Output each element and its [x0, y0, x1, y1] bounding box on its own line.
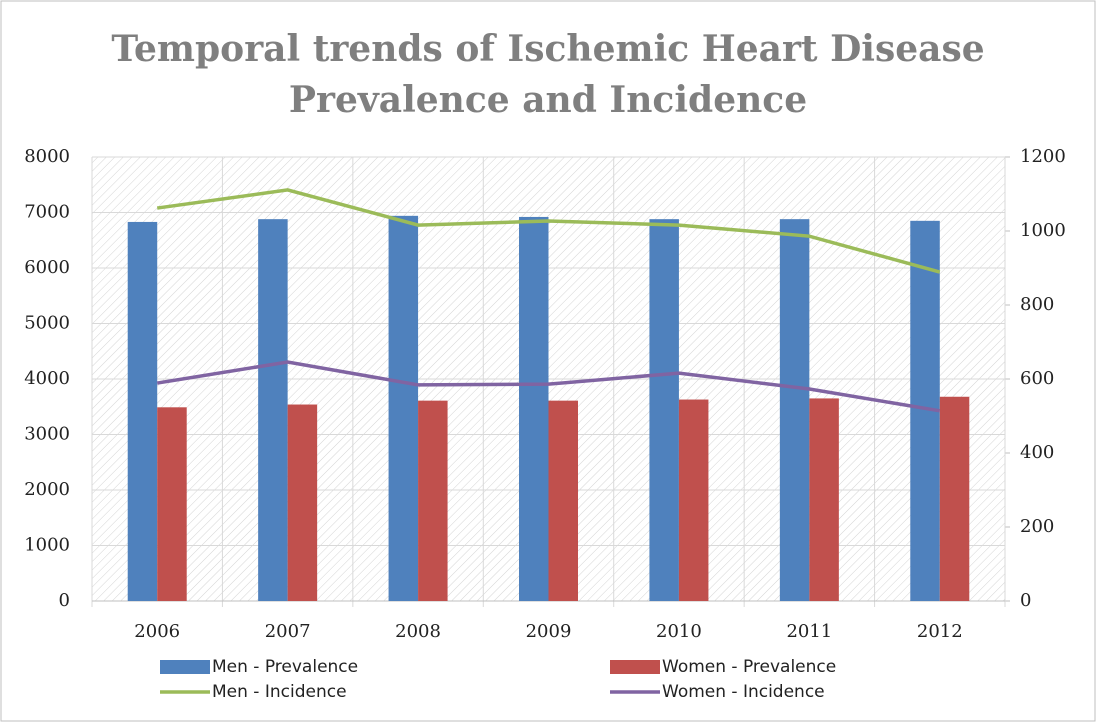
bar: [287, 404, 318, 601]
x-tick-label: 2007: [265, 621, 311, 642]
chart-title: Temporal trends of Ischemic Heart Diseas…: [111, 28, 984, 70]
bar: [779, 219, 810, 601]
y2-tick-label: 400: [1020, 442, 1054, 463]
bar: [809, 398, 839, 601]
y-tick-label: 6000: [24, 257, 70, 278]
y-tick-label: 0: [59, 590, 70, 611]
y-tick-label: 4000: [24, 368, 70, 389]
y2-tick-label: 800: [1020, 294, 1054, 315]
x-tick-label: 2010: [656, 621, 702, 642]
x-tick-label: 2011: [786, 621, 832, 642]
y2-tick-label: 0: [1020, 590, 1031, 611]
bar: [418, 400, 448, 601]
legend-label: Women - Prevalence: [662, 657, 836, 677]
legend-label: Women - Incidence: [662, 682, 825, 702]
y2-tick-label: 200: [1020, 516, 1054, 537]
y-tick-label: 7000: [24, 202, 70, 223]
x-tick-label: 2012: [917, 621, 963, 642]
y-tick-label: 1000: [24, 535, 70, 556]
y2-tick-label: 1000: [1020, 220, 1066, 241]
legend-label: Men - Incidence: [212, 682, 347, 702]
legend-swatch: [160, 660, 210, 674]
legend-swatch: [610, 660, 660, 674]
y-tick-label: 2000: [24, 479, 70, 500]
y-tick-label: 8000: [24, 146, 70, 167]
x-tick-label: 2008: [395, 621, 441, 642]
bar: [127, 221, 158, 601]
bar: [678, 399, 709, 601]
bar: [258, 219, 288, 601]
bar: [649, 219, 679, 601]
legend-label: Men - Prevalence: [212, 657, 358, 677]
x-tick-label: 2009: [526, 621, 572, 642]
y-tick-label: 3000: [24, 424, 70, 445]
chart-title: Prevalence and Incidence: [289, 79, 807, 121]
y2-tick-label: 600: [1020, 368, 1054, 389]
bar: [939, 396, 970, 601]
bar: [157, 407, 187, 601]
line-series: [156, 188, 941, 274]
line-series: [156, 360, 941, 413]
y-tick-label: 5000: [24, 313, 70, 334]
bar: [519, 216, 549, 601]
bar: [388, 215, 419, 601]
x-tick-label: 2006: [134, 621, 180, 642]
bar: [548, 400, 578, 601]
y2-tick-label: 1200: [1020, 146, 1066, 167]
